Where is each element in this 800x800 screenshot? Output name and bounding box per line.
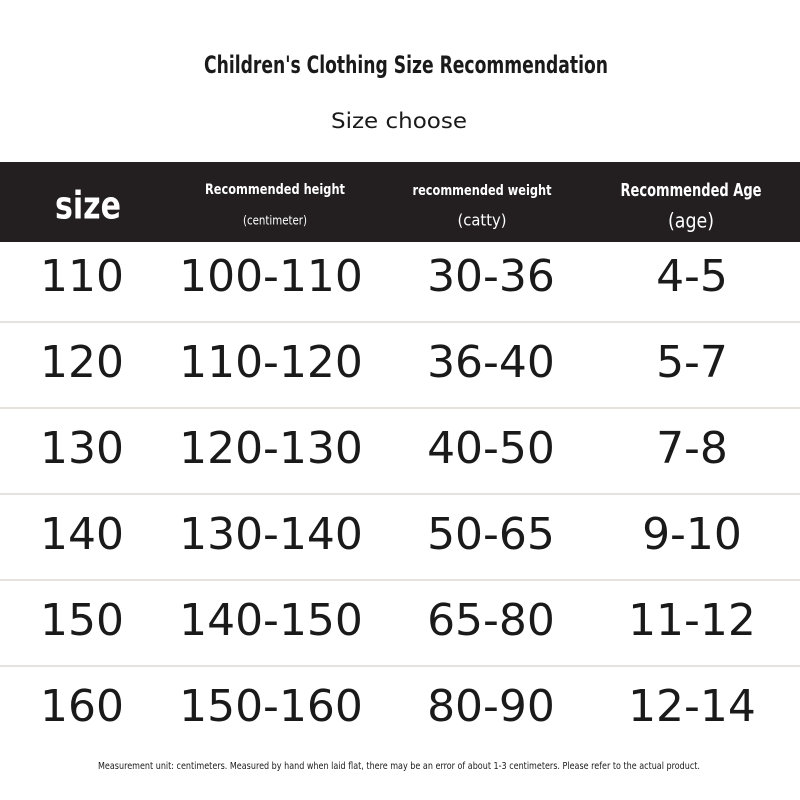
- cell: 36-40: [427, 337, 555, 388]
- cell: 150: [40, 595, 124, 646]
- header-band: [0, 162, 800, 242]
- cell: 7-8: [656, 423, 728, 474]
- cell: 160: [40, 681, 124, 732]
- cell: 80-90: [427, 681, 555, 732]
- table-header: size Recommended height (centimeter) recomm…: [55, 180, 762, 233]
- cell: 130: [40, 423, 124, 474]
- title: Children's Clothing Size Recommendation: [204, 51, 608, 79]
- column-unit: (catty): [458, 211, 507, 230]
- cell: 30-36: [427, 251, 555, 302]
- cell: 120: [40, 337, 124, 388]
- column-header: recommended weight: [413, 183, 552, 199]
- column-header: Recommended height: [205, 182, 345, 198]
- cell: 11-12: [628, 595, 756, 646]
- cell: 150-160: [179, 681, 363, 732]
- footnote: Measurement unit: centimeters. Measured …: [98, 761, 700, 772]
- cell: 130-140: [179, 509, 363, 560]
- column-header: Recommended Age: [621, 180, 762, 201]
- cell: 110-120: [179, 337, 363, 388]
- cell: 140-150: [179, 595, 363, 646]
- cell: 40-50: [427, 423, 555, 474]
- cell: 110: [40, 251, 124, 302]
- cell: 5-7: [656, 337, 728, 388]
- cell: 140: [40, 509, 124, 560]
- column-unit: (centimeter): [243, 214, 307, 228]
- cell: 12-14: [628, 681, 756, 732]
- cell: 4-5: [656, 251, 728, 302]
- table-body: 110 100-110 30-36 4-5 120 110-120 36-40 5-7 130 1…: [0, 251, 800, 732]
- cell: 65-80: [427, 595, 555, 646]
- subtitle: Size choose: [331, 109, 467, 133]
- cell: 50-65: [427, 509, 555, 560]
- column-header: size: [55, 184, 121, 228]
- cell: 120-130: [179, 423, 363, 474]
- cell: 100-110: [179, 251, 363, 302]
- column-unit: (age): [668, 209, 714, 233]
- cell: 9-10: [642, 509, 742, 560]
